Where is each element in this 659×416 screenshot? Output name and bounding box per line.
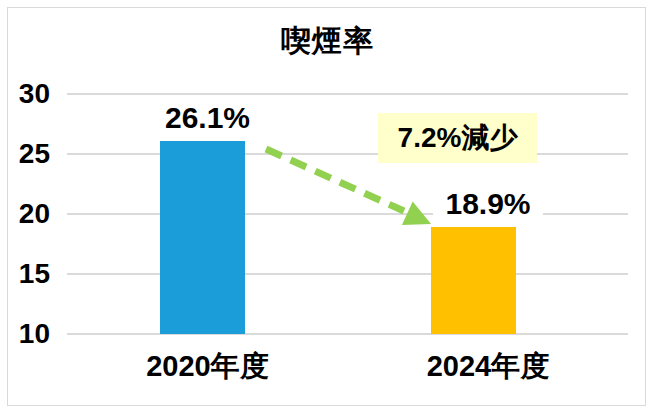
- chart-title: 喫煙率: [7, 21, 648, 62]
- bar-2020年度: [160, 141, 245, 334]
- x-axis-category-label: 2020年度: [67, 347, 348, 387]
- gridline-10: [67, 333, 628, 335]
- x-axis-category-label: 2024年度: [348, 347, 629, 387]
- smoking-rate-chart: 喫煙率 30 25 20 15 10 26.1% 2020年度 18.9% 2024年度 7.2…: [0, 0, 659, 416]
- bar-value-label: 18.9%: [433, 186, 543, 222]
- y-axis-tick-label: 20: [2, 197, 50, 231]
- y-axis-tick-label: 10: [2, 317, 50, 351]
- gridline-20: [67, 213, 628, 215]
- gridline-15: [67, 273, 628, 275]
- y-axis-tick-label: 15: [2, 257, 50, 291]
- y-axis-tick-label: 25: [2, 137, 50, 171]
- gridline-25: [67, 153, 628, 155]
- bar-value-label: 26.1%: [153, 100, 263, 136]
- bar-2024年度: [431, 227, 516, 334]
- gridline-30: [67, 93, 628, 95]
- y-axis-tick-label: 30: [2, 77, 50, 111]
- decrease-annotation: 7.2%減少: [378, 113, 537, 163]
